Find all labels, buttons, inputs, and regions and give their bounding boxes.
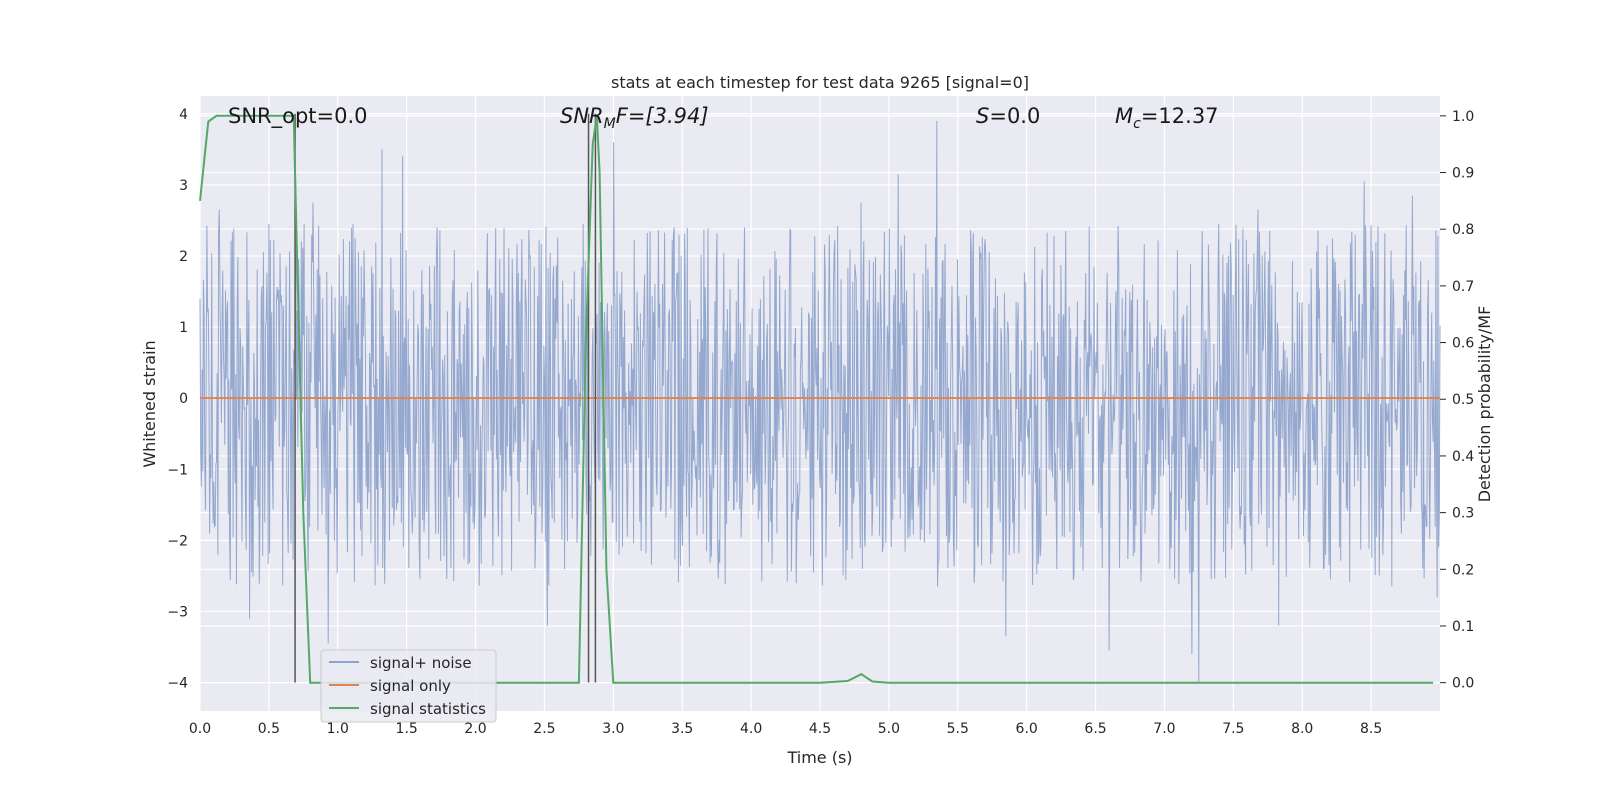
y-right-axis-label: Detection probability/MF xyxy=(1475,306,1494,503)
legend-label-signal-only: signal only xyxy=(370,677,451,695)
y-left-tick-label: −4 xyxy=(167,676,188,692)
y-left-axis-label: Whitened strain xyxy=(140,340,159,467)
annotation-mc-sub: c xyxy=(1133,116,1141,132)
x-tick-label: 5.5 xyxy=(947,721,969,737)
y-left-tick-label: −3 xyxy=(167,604,188,620)
x-tick-label: 6.0 xyxy=(1016,721,1038,737)
series-signal-noise xyxy=(199,120,1441,683)
y-right-tick-label: 0.7 xyxy=(1452,279,1474,295)
x-axis-label: Time (s) xyxy=(786,748,852,767)
y-right-tick-label: 0.2 xyxy=(1452,562,1474,578)
y-left-tick-label: −1 xyxy=(167,462,188,478)
x-tick-label: 0.5 xyxy=(258,721,280,737)
signal-statistics-line xyxy=(199,114,1434,684)
x-tick-label: 3.5 xyxy=(671,721,693,737)
x-tick-label: 4.5 xyxy=(809,721,831,737)
y-right-tick-label: 0.5 xyxy=(1452,392,1474,408)
annotation-s-value: =0.0 xyxy=(989,104,1040,128)
annotation-mc-base: M xyxy=(1115,104,1133,128)
annotation-s-base: S xyxy=(976,104,989,128)
annotation-snr-mf-base: SNR xyxy=(560,104,604,128)
x-tick-label: 8.5 xyxy=(1360,721,1382,737)
y-right-tick-label: 1.0 xyxy=(1452,109,1474,125)
x-tick-label: 1.0 xyxy=(327,721,349,737)
annotation-mc: Mc=12.37 xyxy=(1115,104,1219,132)
x-tick-label: 6.5 xyxy=(1084,721,1106,737)
x-tick-label: 2.0 xyxy=(464,721,486,737)
annotation-snr-opt: SNR_opt=0.0 xyxy=(228,104,368,129)
x-tick-label: 1.5 xyxy=(396,721,418,737)
x-tick-label: 7.0 xyxy=(1153,721,1175,737)
annotation-snr-mf-value: F=[3.94] xyxy=(616,104,709,128)
legend-box xyxy=(320,649,497,723)
y-right-tick-label: 0.1 xyxy=(1452,619,1474,635)
x-axis-ticks: 0.0 0.5 1.0 1.5 2.0 2.5 3.0 3.5 4.0 4.5 5.0 5.5 6.0 6… xyxy=(189,721,1382,737)
x-tick-label: 4.0 xyxy=(740,721,762,737)
y-right-tick-label: 0.8 xyxy=(1452,222,1474,238)
legend-label-signal-noise: signal+ noise xyxy=(370,654,472,672)
x-tick-label: 8.0 xyxy=(1291,721,1313,737)
x-tick-label: 3.0 xyxy=(602,721,624,737)
x-tick-label: 2.5 xyxy=(533,721,555,737)
x-tick-label: 0.0 xyxy=(189,721,211,737)
annotation-snr-mf: SNRMF=[3.94] xyxy=(560,104,709,132)
y-left-tick-label: −2 xyxy=(167,533,188,549)
annotation-mc-value: =12.37 xyxy=(1141,104,1219,128)
x-tick-label: 5.0 xyxy=(878,721,900,737)
x-tick-label: 7.5 xyxy=(1222,721,1244,737)
annotation-s: S=0.0 xyxy=(976,104,1040,128)
series-signal-statistics xyxy=(199,114,1434,684)
legend: signal+ noise signal only signal statist… xyxy=(320,649,497,723)
legend-label-signal-statistics: signal statistics xyxy=(370,700,486,718)
y-left-tick-label: 1 xyxy=(179,320,188,336)
y-right-tick-label: 0.6 xyxy=(1452,336,1474,352)
y-right-tick-label: 0.4 xyxy=(1452,449,1474,465)
y-right-tick-label: 0.3 xyxy=(1452,506,1474,522)
annotation-snr-mf-sub: M xyxy=(604,116,616,132)
y-right-tick-label: 0.0 xyxy=(1452,676,1474,692)
y-left-tick-label: 4 xyxy=(179,107,188,123)
y-left-tick-label: 2 xyxy=(179,249,188,265)
y-right-tick-label: 0.9 xyxy=(1452,166,1474,182)
y-right-axis-ticks: 1.0 0.9 0.8 0.7 0.6 0.5 0.4 0.3 0.2 0.1 0.0 xyxy=(1440,109,1474,692)
y-left-tick-label: 0 xyxy=(179,391,188,407)
y-left-axis-ticks: 4 3 2 1 0 −1 −2 −3 −4 xyxy=(167,107,188,692)
chart-title: stats at each timestep for test data 926… xyxy=(611,73,1029,92)
y-left-tick-label: 3 xyxy=(179,178,188,194)
noise-line xyxy=(199,120,1441,683)
